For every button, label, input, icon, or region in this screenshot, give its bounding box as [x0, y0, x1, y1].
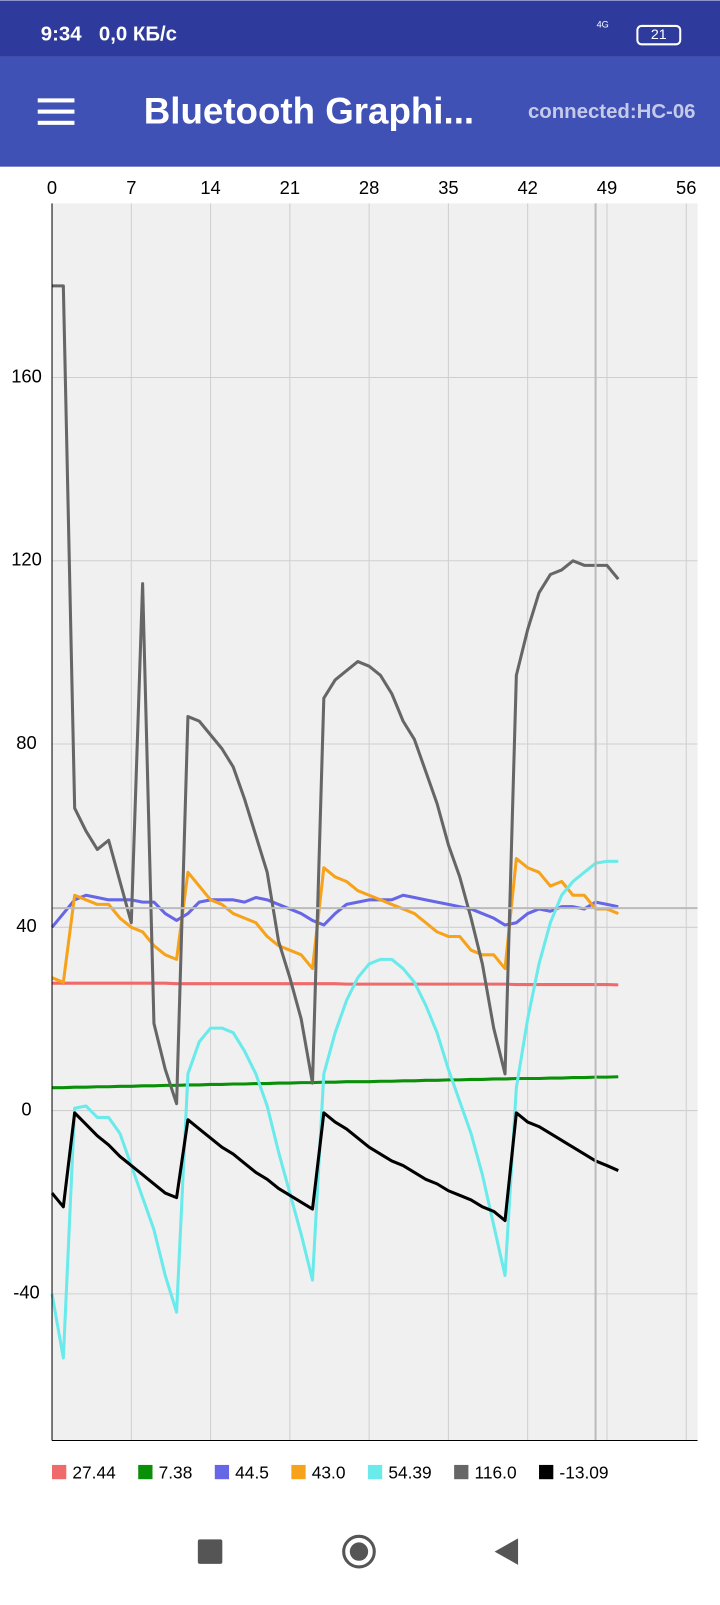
legend-swatch	[539, 1464, 554, 1480]
connection-status: connected:HC-06	[528, 101, 696, 123]
legend-label: 7.38	[159, 1463, 193, 1483]
battery-level: 21	[651, 27, 667, 43]
battery	[636, 24, 682, 46]
legend-label: 116.0	[475, 1463, 517, 1483]
y-tick-label: -40	[13, 1282, 40, 1303]
x-tick-label: 56	[676, 177, 696, 198]
y-tick-label: 160	[11, 365, 42, 386]
recents-button[interactable]	[197, 1539, 223, 1564]
legend-swatch	[138, 1464, 153, 1480]
network-type: 4G	[597, 19, 609, 29]
plot-area	[52, 203, 698, 1441]
x-tick-label: 21	[280, 177, 300, 198]
legend-swatch	[367, 1464, 383, 1480]
series-line	[52, 284, 620, 1106]
legend-label: -13.09	[559, 1463, 608, 1483]
legend-label: 27.44	[72, 1463, 116, 1483]
series-line	[50, 1111, 619, 1223]
series-line	[51, 857, 619, 984]
series-line	[50, 893, 619, 929]
legend-label: 54.39	[388, 1463, 431, 1483]
menu-button[interactable]	[37, 98, 75, 125]
x-tick-label: 0	[47, 177, 57, 198]
legend-label: 44.5	[235, 1463, 269, 1483]
y-tick-label: 0	[21, 1098, 31, 1119]
series-line	[52, 1075, 619, 1090]
legend-swatch	[291, 1464, 306, 1480]
home-button-dot	[349, 1542, 369, 1561]
app-title: Bluetooth Graphi...	[144, 90, 474, 131]
home-button[interactable]	[342, 1534, 376, 1569]
x-tick-label: 42	[517, 177, 537, 198]
x-tick-label: 7	[126, 177, 136, 198]
legend-swatch	[52, 1464, 67, 1480]
x-tick-label: 14	[200, 177, 220, 198]
back-button[interactable]	[494, 1538, 519, 1565]
app-bar	[0, 56, 720, 167]
y-tick-label: 40	[16, 915, 36, 936]
series-line	[50, 859, 619, 1360]
x-tick-label: 49	[597, 177, 617, 198]
x-tick-label: 35	[438, 177, 458, 198]
legend-swatch	[454, 1464, 469, 1480]
series-line	[52, 981, 619, 987]
y-tick-label: 120	[11, 549, 42, 570]
time: 9:34	[41, 24, 82, 46]
legend-label: 43.0	[312, 1463, 346, 1483]
y-tick-label: 80	[16, 732, 36, 753]
status-bar	[0, 0, 720, 57]
legend-swatch	[214, 1464, 230, 1480]
x-tick-label: 28	[359, 177, 379, 198]
net-speed: 0,0 КБ/с	[99, 24, 177, 46]
